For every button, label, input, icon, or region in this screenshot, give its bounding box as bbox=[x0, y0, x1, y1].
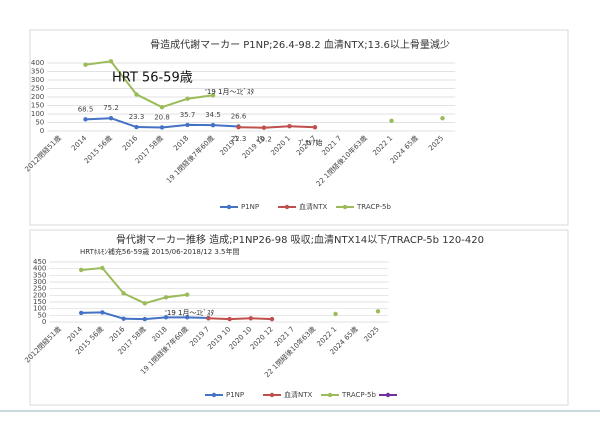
y-tick-label: 250 bbox=[33, 285, 46, 293]
legend-marker bbox=[342, 204, 348, 210]
data-point bbox=[210, 93, 216, 98]
data-point bbox=[269, 316, 275, 322]
data-label: 19.2 bbox=[256, 136, 272, 144]
data-point bbox=[142, 316, 147, 322]
data-point bbox=[248, 316, 253, 321]
data-point bbox=[185, 292, 190, 297]
annotation: '19 1月～ｴﾋﾞｽﾀ bbox=[205, 88, 255, 96]
data-point bbox=[163, 315, 169, 320]
y-tick-label: 100 bbox=[33, 305, 46, 313]
data-point bbox=[100, 310, 105, 315]
legend-label: TRACP-5b bbox=[356, 203, 391, 211]
data-point bbox=[134, 92, 139, 97]
legend-label: TRACP-5b bbox=[341, 391, 376, 399]
y-tick-label: 200 bbox=[33, 291, 46, 299]
y-tick-label: 350 bbox=[31, 68, 44, 76]
series-line bbox=[85, 60, 214, 109]
y-tick-label: 400 bbox=[31, 59, 44, 67]
data-label: 68.5 bbox=[78, 105, 94, 113]
chart-frame bbox=[29, 229, 569, 406]
data-point bbox=[389, 118, 394, 124]
annotation: '19 1月～ｴﾋﾞｽﾀ bbox=[165, 309, 215, 317]
data-point bbox=[100, 265, 105, 271]
y-tick-label: 0 bbox=[42, 318, 46, 326]
y-tick-label: 150 bbox=[31, 102, 44, 110]
y-tick-label: 50 bbox=[37, 311, 46, 319]
data-label: 75.2 bbox=[103, 104, 119, 112]
legend-marker bbox=[269, 392, 275, 398]
legend-label: 血清NTX bbox=[299, 202, 328, 211]
chart-subtitle: HRTﾎﾙﾓﾝ補充56-59歳 2015/06-2018/12 3.5年間 bbox=[80, 247, 240, 256]
data-point bbox=[83, 117, 88, 122]
series-line bbox=[208, 317, 273, 321]
data-label: 34.5 bbox=[205, 111, 221, 119]
data-point bbox=[440, 116, 445, 121]
data-point bbox=[121, 291, 126, 296]
y-tick-label: 0 bbox=[40, 127, 44, 135]
data-point bbox=[227, 316, 232, 322]
data-point bbox=[79, 267, 84, 273]
legend-marker bbox=[211, 392, 217, 398]
data-point bbox=[108, 116, 114, 121]
annotation: HRT 56-59歳 bbox=[112, 71, 193, 86]
data-point bbox=[261, 125, 267, 130]
legend-marker bbox=[327, 392, 333, 398]
data-point bbox=[159, 105, 165, 110]
data-point bbox=[236, 125, 241, 130]
chart-title: 骨造成代謝マーカー P1NP;26.4-98.2 血清NTX;13.6以上骨量減… bbox=[150, 38, 450, 51]
y-tick-label: 450 bbox=[33, 258, 46, 266]
y-tick-label: 350 bbox=[33, 271, 46, 279]
y-tick-label: 400 bbox=[33, 265, 46, 273]
data-point bbox=[185, 122, 190, 128]
data-point bbox=[210, 122, 216, 128]
data-point bbox=[159, 125, 165, 130]
y-tick-label: 50 bbox=[35, 119, 44, 127]
chart-title: 骨代謝マーカー推移 造成;P1NP26-98 吸収;血清NTX14以下/TRAC… bbox=[116, 233, 484, 246]
series-line bbox=[238, 125, 316, 129]
y-tick-label: 300 bbox=[31, 76, 44, 84]
data-label: 22.3 bbox=[231, 135, 247, 143]
annotation: ﾌﾟﾗﾘｱ始 bbox=[298, 138, 323, 147]
y-tick-label: 100 bbox=[31, 110, 44, 118]
data-point bbox=[134, 124, 139, 130]
y-tick-label: 250 bbox=[31, 85, 44, 93]
y-tick-label: 150 bbox=[33, 298, 46, 306]
data-label: 20.8 bbox=[154, 113, 170, 121]
data-point bbox=[185, 315, 190, 320]
data-point bbox=[142, 301, 147, 306]
data-point bbox=[206, 316, 211, 321]
data-point bbox=[121, 316, 126, 321]
legend-marker bbox=[284, 204, 290, 210]
data-point bbox=[79, 310, 84, 316]
data-label: 23.3 bbox=[129, 113, 145, 121]
legend-label: P1NP bbox=[226, 391, 244, 399]
legend-marker bbox=[385, 392, 391, 398]
data-point bbox=[375, 309, 381, 314]
legend-label: 血清NTX bbox=[284, 390, 313, 399]
legend-marker bbox=[226, 204, 232, 210]
series-line bbox=[81, 266, 188, 305]
y-tick-label: 300 bbox=[33, 278, 46, 286]
data-point bbox=[163, 295, 169, 300]
legend-label: P1NP bbox=[241, 203, 259, 211]
data-label: 26.6 bbox=[231, 112, 247, 120]
data-point bbox=[287, 124, 292, 129]
data-point bbox=[185, 96, 190, 101]
data-point bbox=[108, 59, 114, 64]
data-label: 35.7 bbox=[180, 111, 196, 119]
y-tick-label: 200 bbox=[31, 93, 44, 101]
data-point bbox=[333, 311, 338, 317]
data-point bbox=[312, 125, 318, 130]
data-point bbox=[83, 62, 88, 67]
